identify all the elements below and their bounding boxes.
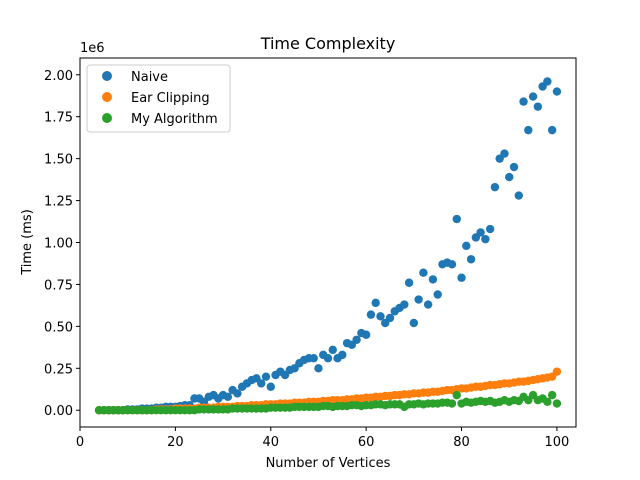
legend: Naive Ear Clipping My Algorithm xyxy=(86,64,231,133)
y-axis-ticks: 0.00 0.25 0.50 0.75 1.00 1.25 1.50 1.75 2.00 xyxy=(44,69,80,419)
legend-label-my-algorithm: My Algorithm xyxy=(131,112,218,127)
plot-frame xyxy=(79,57,577,428)
y-tick-label: 1.00 xyxy=(44,237,73,252)
point-my-algorithm xyxy=(552,399,562,408)
point-naive xyxy=(266,382,275,391)
point-naive xyxy=(323,354,333,363)
x-axis-label: Number of Vertices xyxy=(266,456,391,471)
point-naive xyxy=(366,310,376,319)
point-naive xyxy=(543,77,552,86)
point-naive xyxy=(476,228,485,237)
x-tick-label: 0 xyxy=(76,435,84,450)
point-naive xyxy=(509,162,519,172)
x-tick-label: 100 xyxy=(545,435,570,450)
point-naive xyxy=(409,318,419,328)
y-tick-label: 1.50 xyxy=(44,153,73,168)
point-naive xyxy=(462,241,471,251)
point-naive xyxy=(371,298,380,308)
x-axis-ticks: 0 20 40 60 80 100 xyxy=(76,427,569,450)
point-naive xyxy=(419,268,428,277)
point-naive xyxy=(233,389,242,398)
y-tick-label: 1.25 xyxy=(44,195,73,210)
point-ear-clipping xyxy=(552,367,562,376)
point-naive xyxy=(457,273,466,282)
x-tick-label: 80 xyxy=(453,435,470,450)
point-naive xyxy=(257,379,266,388)
point-naive xyxy=(447,260,457,269)
point-naive xyxy=(423,300,433,309)
point-naive xyxy=(547,125,557,135)
legend-marker-my-algorithm xyxy=(102,113,112,123)
y-tick-label: 0.25 xyxy=(44,362,73,377)
legend-marker-naive xyxy=(102,71,112,81)
point-naive xyxy=(314,364,323,373)
point-naive xyxy=(352,335,361,344)
y-tick-label: 0.00 xyxy=(44,404,73,419)
point-naive xyxy=(533,102,543,111)
point-naive xyxy=(404,278,414,287)
legend-label-ear-clipping: Ear Clipping xyxy=(131,91,210,106)
point-naive xyxy=(400,300,409,309)
legend-marker-ear-clipping xyxy=(102,92,112,102)
y-offset-label: 1e6 xyxy=(80,41,105,56)
chart-title: Time Complexity xyxy=(260,34,396,53)
point-my-algorithm xyxy=(452,390,461,400)
x-tick-label: 60 xyxy=(358,435,375,450)
point-naive xyxy=(519,97,528,106)
data-points xyxy=(94,77,562,415)
point-naive xyxy=(505,172,514,182)
x-tick-label: 20 xyxy=(167,435,184,450)
point-my-algorithm xyxy=(543,397,552,407)
point-naive xyxy=(428,275,438,284)
point-naive xyxy=(376,312,385,321)
point-naive xyxy=(223,392,233,402)
point-naive xyxy=(261,372,271,381)
point-naive xyxy=(309,354,318,363)
y-tick-label: 2.00 xyxy=(44,69,73,84)
point-naive xyxy=(361,330,371,339)
point-my-algorithm xyxy=(547,390,557,400)
point-naive xyxy=(433,290,442,299)
x-tick-label: 40 xyxy=(262,435,279,450)
point-naive xyxy=(485,224,495,234)
y-tick-label: 0.50 xyxy=(44,320,73,335)
point-naive xyxy=(481,234,490,244)
point-naive xyxy=(414,295,423,304)
y-tick-label: 1.75 xyxy=(44,111,73,126)
point-naive xyxy=(466,255,476,264)
point-naive xyxy=(500,149,509,158)
y-tick-label: 0.75 xyxy=(44,278,73,293)
point-naive xyxy=(524,125,533,135)
point-naive xyxy=(452,214,461,224)
point-my-algorithm xyxy=(447,399,457,408)
point-naive xyxy=(528,92,538,101)
point-naive xyxy=(385,313,395,323)
point-naive xyxy=(328,345,337,355)
point-naive xyxy=(490,182,500,192)
y-axis-label: Time (ms) xyxy=(20,209,35,276)
legend-label-naive: Naive xyxy=(131,70,168,85)
legend-box xyxy=(86,64,231,133)
point-naive xyxy=(552,87,562,96)
point-naive xyxy=(514,191,523,200)
point-naive xyxy=(338,350,347,360)
